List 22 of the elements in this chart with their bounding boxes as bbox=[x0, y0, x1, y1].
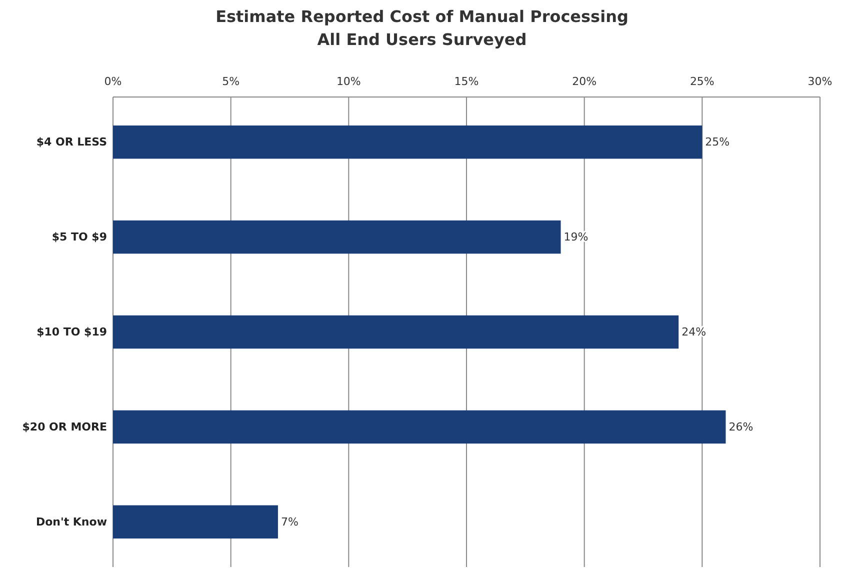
bar bbox=[113, 220, 561, 254]
x-tick-label: 30% bbox=[808, 75, 832, 88]
chart-subtitle: All End Users Surveyed bbox=[317, 30, 527, 49]
data-label: 7% bbox=[280, 515, 298, 528]
y-tick-label: Don't Know bbox=[36, 515, 107, 528]
data-label: 25% bbox=[705, 136, 730, 149]
bar bbox=[113, 315, 679, 349]
x-tick-label: 25% bbox=[690, 75, 714, 88]
x-tick-label: 10% bbox=[336, 75, 361, 88]
y-tick-label: $4 OR LESS bbox=[36, 136, 108, 149]
bar bbox=[113, 410, 726, 444]
data-label: 26% bbox=[728, 420, 754, 434]
y-tick-label: $5 TO $9 bbox=[52, 230, 107, 244]
y-tick-label: $20 OR MORE bbox=[22, 420, 107, 434]
x-tick-label: 5% bbox=[222, 75, 240, 88]
bar bbox=[113, 125, 702, 159]
x-tick-label: 0% bbox=[104, 75, 122, 88]
x-tick-label: 15% bbox=[454, 75, 479, 88]
chart-title: Estimate Reported Cost of Manual Processing bbox=[216, 7, 628, 26]
y-tick-label: $10 TO $19 bbox=[36, 326, 107, 338]
x-tick-label: 20% bbox=[572, 75, 597, 88]
bar bbox=[113, 505, 278, 539]
